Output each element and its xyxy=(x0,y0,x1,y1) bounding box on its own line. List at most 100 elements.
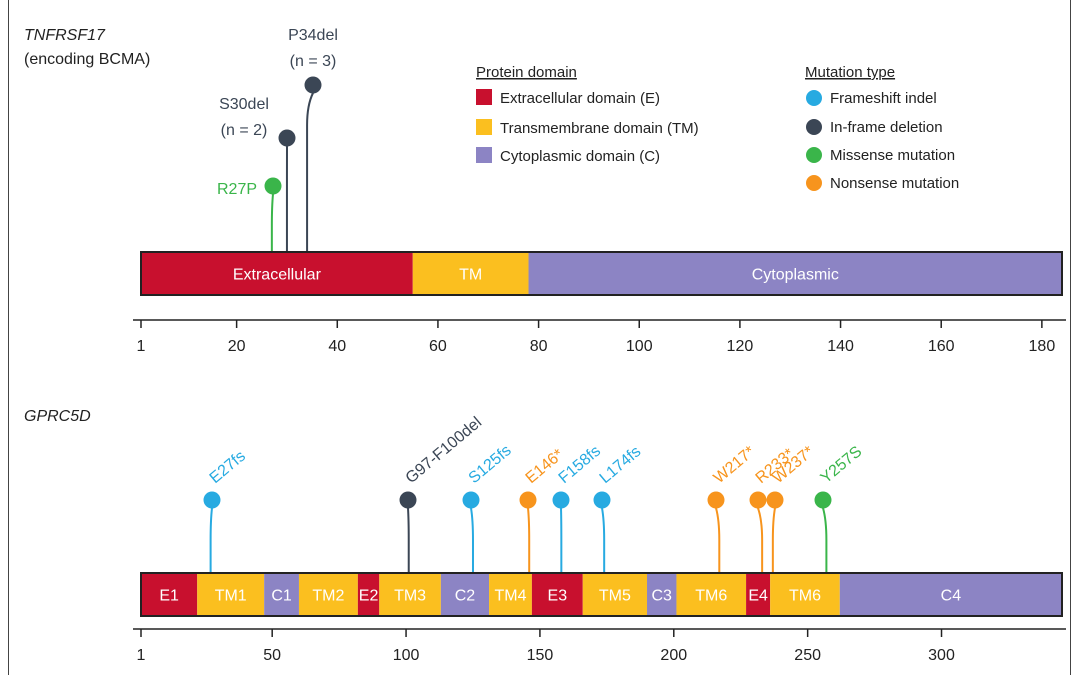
mutation-y257s-head xyxy=(814,491,832,509)
axis-tick-label: 300 xyxy=(928,647,955,664)
domain-cytoplasmic-segment xyxy=(528,252,1062,295)
axis-tick-label: 80 xyxy=(530,338,548,355)
tnfrsf17-domain-bar: Extracellular TM Cytoplasmic xyxy=(140,251,1063,296)
domain-tm3-label: TM3 xyxy=(394,588,426,605)
missense-swatch xyxy=(806,147,822,163)
tnfrsf17-gene-subtitle: (encoding BCMA) xyxy=(24,51,150,68)
figure-frame xyxy=(8,0,1071,675)
mutation-s125fs-head xyxy=(462,491,480,509)
domain-c3-segment xyxy=(647,573,677,616)
mutation-r27p-stem xyxy=(270,186,274,252)
domain-c4-segment xyxy=(839,573,1062,616)
transmembrane-legend-label: Transmembrane domain (TM) xyxy=(500,120,699,137)
extracellular-swatch xyxy=(476,89,492,105)
extracellular-legend-label: Extracellular domain (E) xyxy=(500,90,660,107)
mutation-p34del-label: P34del xyxy=(288,27,338,44)
inframe-legend-label: In-frame deletion xyxy=(830,119,943,136)
domain-c1-segment xyxy=(264,573,299,616)
gprc5d-axis: 1 50 100 150 200 250 300 xyxy=(133,628,1066,664)
mutation-w217-label: W217* xyxy=(711,443,759,487)
mutation-w237-head xyxy=(766,491,784,509)
axis-tick-label: 120 xyxy=(727,338,754,355)
domain-tm5-segment xyxy=(582,573,648,616)
nonsense-swatch xyxy=(806,175,822,191)
axis-tick-label: 60 xyxy=(429,338,447,355)
domain-tm4-label: TM4 xyxy=(494,588,526,605)
domain-tm5-label: TM5 xyxy=(599,588,631,605)
tnfrsf17-lollipops: R27P S30del (n = 2) P34del (n = 3) xyxy=(217,27,338,252)
domain-cytoplasmic-label: Cytoplasmic xyxy=(752,267,839,284)
mutation-r27p-label: R27P xyxy=(217,181,257,198)
mutation-y257s-label: Y257S xyxy=(818,443,866,487)
inframe-swatch xyxy=(806,119,822,135)
axis-tick-label: 150 xyxy=(527,647,554,664)
mutation-p34del-stem xyxy=(306,85,314,252)
mutation-e146-head xyxy=(519,491,537,509)
gprc5d-gene-name: GPRC5D xyxy=(24,408,91,425)
mutation-p34del-head xyxy=(304,76,322,94)
domain-legend-title: Protein domain xyxy=(476,64,577,81)
domain-e4-segment xyxy=(746,573,771,616)
mutation-g97f100del-stem xyxy=(407,500,410,573)
domain-tm-segment xyxy=(412,252,529,295)
mutation-e146-stem xyxy=(527,500,531,573)
mutation-f158fs-label: F158fs xyxy=(556,443,604,487)
axis-tick-label: 50 xyxy=(263,647,281,664)
domain-c3-label: C3 xyxy=(652,588,673,605)
nonsense-legend-label: Nonsense mutation xyxy=(830,175,959,192)
domain-e1-segment xyxy=(141,573,198,616)
mutation-s125fs-stem xyxy=(470,500,474,573)
domain-e3-segment xyxy=(531,573,583,616)
domain-c2-label: C2 xyxy=(455,588,476,605)
mutation-l174fs-label: L174fs xyxy=(597,443,645,487)
domain-bar-outline xyxy=(140,572,1063,617)
domain-extracellular-label: Extracellular xyxy=(233,267,322,284)
domain-e4-label: E4 xyxy=(748,588,768,605)
domain-e2-segment xyxy=(357,573,380,616)
domain-extracellular-segment xyxy=(141,252,413,295)
domain-tm2-segment xyxy=(298,573,358,616)
axis-tick-label: 20 xyxy=(228,338,246,355)
gprc5d-domain-bar: E1 TM1 C1 TM2 E2 TM3 C2 TM4 E3 TM5 C3 TM6 E4 TM6 C4 xyxy=(140,572,1063,617)
axis-tick-label: 200 xyxy=(660,647,687,664)
axis-tick-label: 40 xyxy=(328,338,346,355)
mutation-e27fs-label: E27fs xyxy=(207,448,249,487)
mutation-e27fs-stem xyxy=(209,500,213,573)
mutation-r233-head xyxy=(749,491,767,509)
domain-tm6-segment xyxy=(770,573,840,616)
mutation-e27fs-head xyxy=(203,491,221,509)
mutation-l174fs-stem xyxy=(601,500,606,573)
mutation-g97f100del-head xyxy=(399,491,417,509)
mutation-w237-stem xyxy=(771,500,776,573)
domain-bar-outline xyxy=(140,251,1063,296)
mutation-s125fs-label: S125fs xyxy=(466,442,515,487)
domain-tm-label: TM xyxy=(459,267,482,284)
domain-e1-label: E1 xyxy=(159,588,179,605)
missense-legend-label: Missense mutation xyxy=(830,147,955,164)
mutation-legend-title: Mutation type xyxy=(805,64,895,81)
domain-tm1-segment xyxy=(197,573,265,616)
transmembrane-swatch xyxy=(476,119,492,135)
domain-tm6-label: TM6 xyxy=(789,588,821,605)
axis-tick-label: 250 xyxy=(794,647,821,664)
tnfrsf17-axis: 1 20 40 60 80 100 120 140 160 180 xyxy=(133,319,1066,355)
axis-tick-label: 1 xyxy=(137,647,146,664)
cytoplasmic-legend-label: Cytoplasmic domain (C) xyxy=(500,148,660,165)
domain-tm2-label: TM2 xyxy=(312,588,344,605)
axis-tick-label: 140 xyxy=(827,338,854,355)
axis-tick-label: 160 xyxy=(928,338,955,355)
domain-c1-label: C1 xyxy=(271,588,292,605)
mutation-s30del-count: (n = 2) xyxy=(221,122,268,139)
tnfrsf17-gene-name: TNFRSF17 xyxy=(24,27,106,44)
axis-tick-label: 180 xyxy=(1029,338,1056,355)
mutation-p34del-count: (n = 3) xyxy=(290,53,337,70)
domain-legend: Protein domain Extracellular domain (E) … xyxy=(476,64,699,165)
mutation-y257s-stem xyxy=(822,500,828,573)
mutation-l174fs-head xyxy=(593,491,611,509)
mutation-f158fs-head xyxy=(552,491,570,509)
axis-tick-label: 100 xyxy=(393,647,420,664)
domain-tm6-label: TM6 xyxy=(695,588,727,605)
